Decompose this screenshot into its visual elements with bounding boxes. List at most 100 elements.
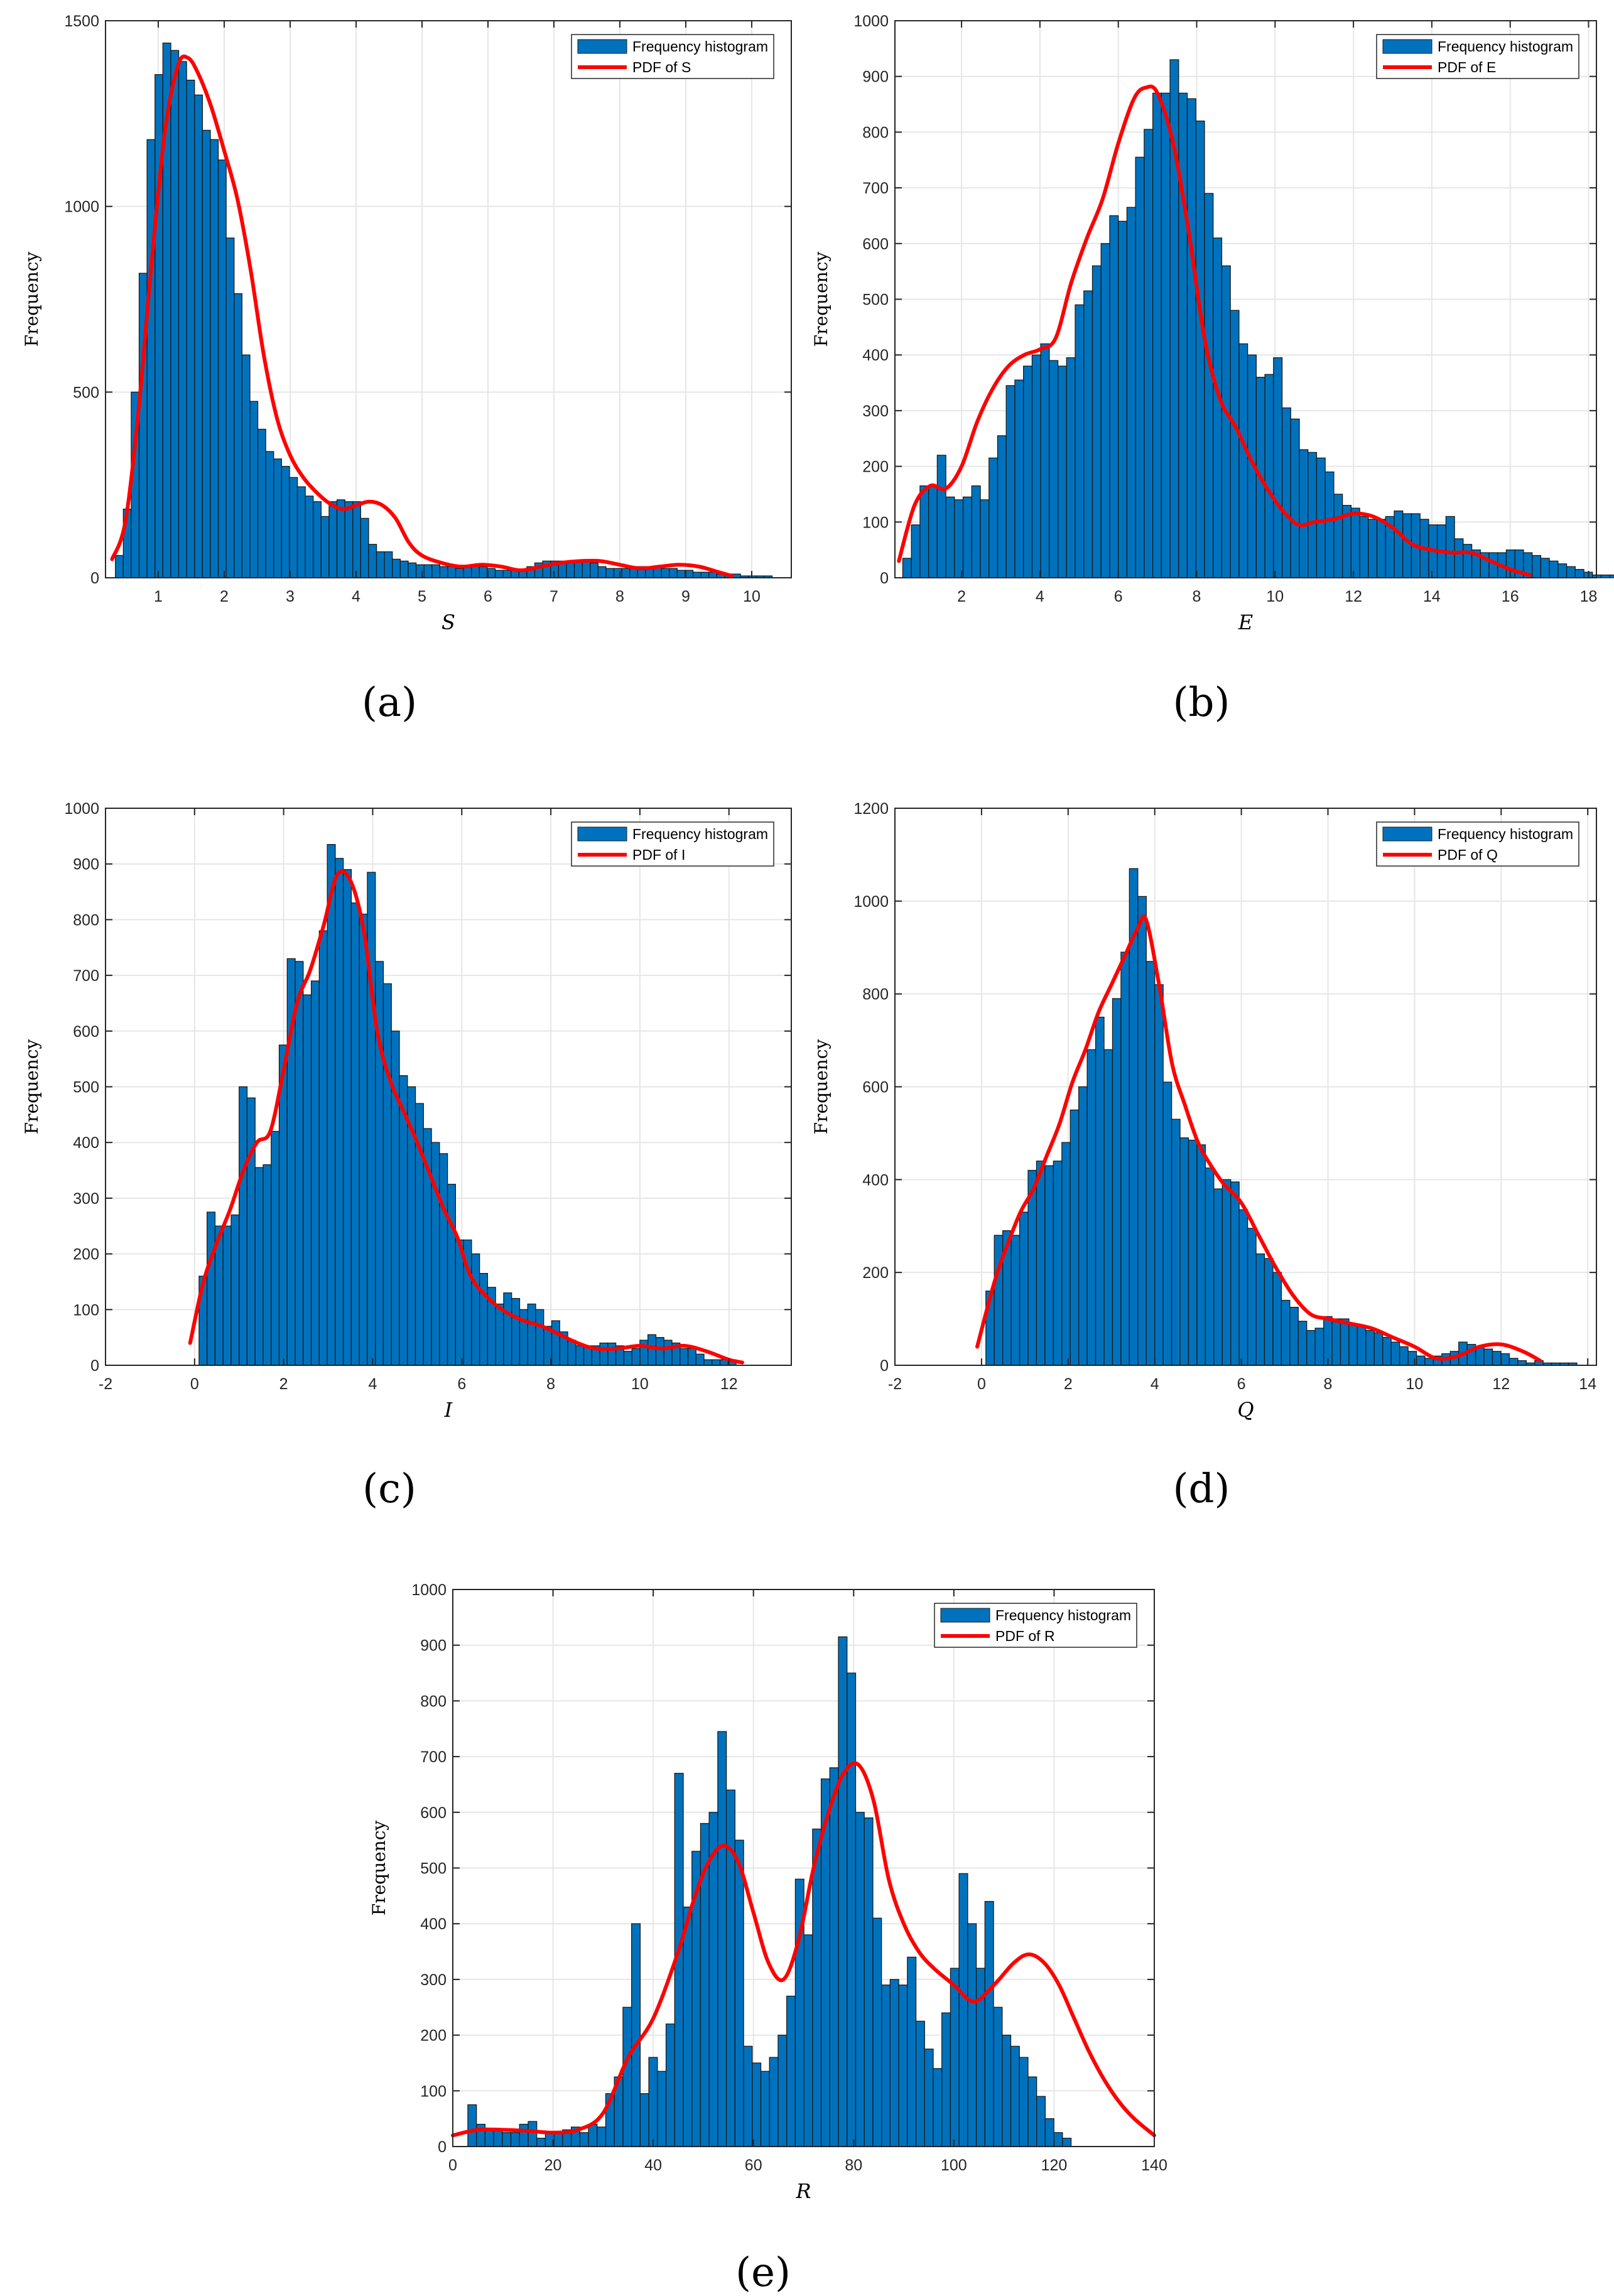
y-tick-label: 700 (420, 1748, 447, 1766)
histogram-bar (777, 2034, 788, 2147)
histogram-bar (924, 2049, 934, 2147)
histogram-bar (225, 237, 235, 578)
histogram-bar (911, 524, 921, 578)
histogram-bar (320, 516, 330, 578)
histogram-bar (1137, 896, 1147, 1366)
histogram-bar (1146, 961, 1156, 1366)
histogram-bar (599, 1342, 609, 1366)
x-tick-label: 18 (1580, 588, 1598, 605)
histogram-bar (1196, 1144, 1206, 1366)
histogram-bar (1394, 510, 1404, 578)
histogram-bar (582, 560, 591, 578)
histogram-bar (1171, 1118, 1181, 1366)
histogram-bar (648, 2057, 658, 2147)
histogram-bar (1557, 563, 1568, 578)
legend: Frequency histogram PDF of I (571, 821, 774, 867)
histogram-bar (1109, 215, 1119, 578)
histogram-bar (1083, 290, 1093, 578)
histogram-bar (1306, 1329, 1316, 1366)
histogram-bar (257, 428, 266, 578)
legend-label: PDF of S (632, 59, 691, 75)
y-tick-label: 500 (73, 384, 99, 401)
histogram-bar (928, 485, 938, 578)
histogram-bar (902, 558, 912, 578)
x-tick-label: -2 (99, 1375, 112, 1393)
pdf-curve (188, 869, 744, 1365)
histogram-bar (936, 455, 946, 578)
histogram-bar (210, 139, 219, 578)
histogram-bar (703, 1359, 713, 1366)
y-tick-label: 100 (420, 2082, 447, 2100)
chart-b: 2 4 6 8 10 12 14 16 18 0 100 200 300 400 500 600 700 800 9… (811, 13, 1614, 634)
histogram-bar (234, 293, 243, 578)
histogram-bar (519, 2123, 529, 2147)
histogram-bar (712, 1359, 721, 1366)
histogram-bar (1186, 98, 1196, 578)
y-axis-label: Frequency (811, 252, 831, 347)
histogram-bar (864, 1817, 874, 2147)
y-tick-label: 700 (862, 180, 889, 197)
histogram-bar (1532, 555, 1542, 578)
histogram-bar (623, 1351, 632, 1366)
y-tick-label: 1000 (853, 893, 889, 911)
x-tick-label: 40 (644, 2157, 662, 2174)
histogram-bar (734, 1839, 744, 2147)
histogram-bar (327, 844, 336, 1366)
histogram-bar (368, 544, 377, 578)
histogram-bar (399, 560, 409, 578)
histogram-bar (1126, 207, 1136, 578)
histogram-bar (1402, 513, 1412, 578)
x-axis-label: E (1238, 610, 1253, 634)
y-tick-label: 100 (73, 1301, 99, 1319)
histogram-bar (838, 1636, 848, 2147)
histogram-bar (241, 354, 251, 578)
histogram-bar (471, 566, 480, 578)
histogram-bar (511, 1297, 521, 1366)
x-tick-label: 6 (1237, 1375, 1246, 1393)
histogram-bar (1549, 560, 1559, 578)
histogram-bar (553, 2132, 563, 2147)
histogram-bar (1454, 538, 1464, 578)
legend: Frequency histogram PDF of S (571, 34, 774, 79)
histogram-bar (1368, 519, 1378, 578)
x-tick-label: 10 (743, 588, 761, 605)
chart-a: 1 2 3 4 5 6 7 8 9 10 0 500 1000 1500 S Frequency Frequen… (21, 13, 792, 634)
histogram-bar (1574, 569, 1584, 578)
histogram-bar (695, 1353, 705, 1366)
pdf-curve (897, 84, 1532, 577)
y-tick-label: 400 (420, 1915, 447, 1933)
legend-bar-swatch (577, 39, 627, 54)
histogram-bar (1566, 566, 1576, 578)
x-tick-label: 80 (845, 2157, 862, 2174)
legend-label: PDF of I (632, 847, 685, 863)
x-tick-label: 1 (154, 588, 163, 605)
histogram-bar (194, 94, 203, 578)
legend-bar-swatch (577, 826, 627, 842)
x-tick-label: 10 (1406, 1375, 1424, 1393)
histogram-bar (575, 1345, 585, 1366)
histogram-bar (1112, 998, 1122, 1366)
y-tick-label: 1000 (853, 13, 889, 30)
axes-box (105, 20, 792, 578)
histogram-bar (376, 551, 385, 578)
x-tick-label: 4 (369, 1375, 377, 1393)
legend-label: Frequency histogram (1438, 826, 1573, 842)
histogram-bar (590, 562, 599, 578)
histogram-bar (1010, 1235, 1021, 1366)
histogram-bar (655, 1336, 664, 1366)
histogram-bar (1264, 1258, 1274, 1366)
histogram-bar (1272, 1272, 1282, 1366)
y-tick-label: 800 (420, 1692, 447, 1710)
y-tick-label: 300 (73, 1190, 99, 1208)
histogram-bar (889, 1979, 899, 2147)
x-axis-label: S (441, 610, 455, 634)
histogram-bar (295, 961, 304, 1366)
histogram-bar (1290, 418, 1300, 578)
x-tick-label: 10 (631, 1375, 649, 1393)
histogram-bar (1517, 1360, 1527, 1366)
legend-bar-swatch (1382, 39, 1433, 54)
histogram-bar (1264, 374, 1274, 578)
histogram-bar (1049, 360, 1059, 578)
histogram-bar (607, 1342, 617, 1366)
